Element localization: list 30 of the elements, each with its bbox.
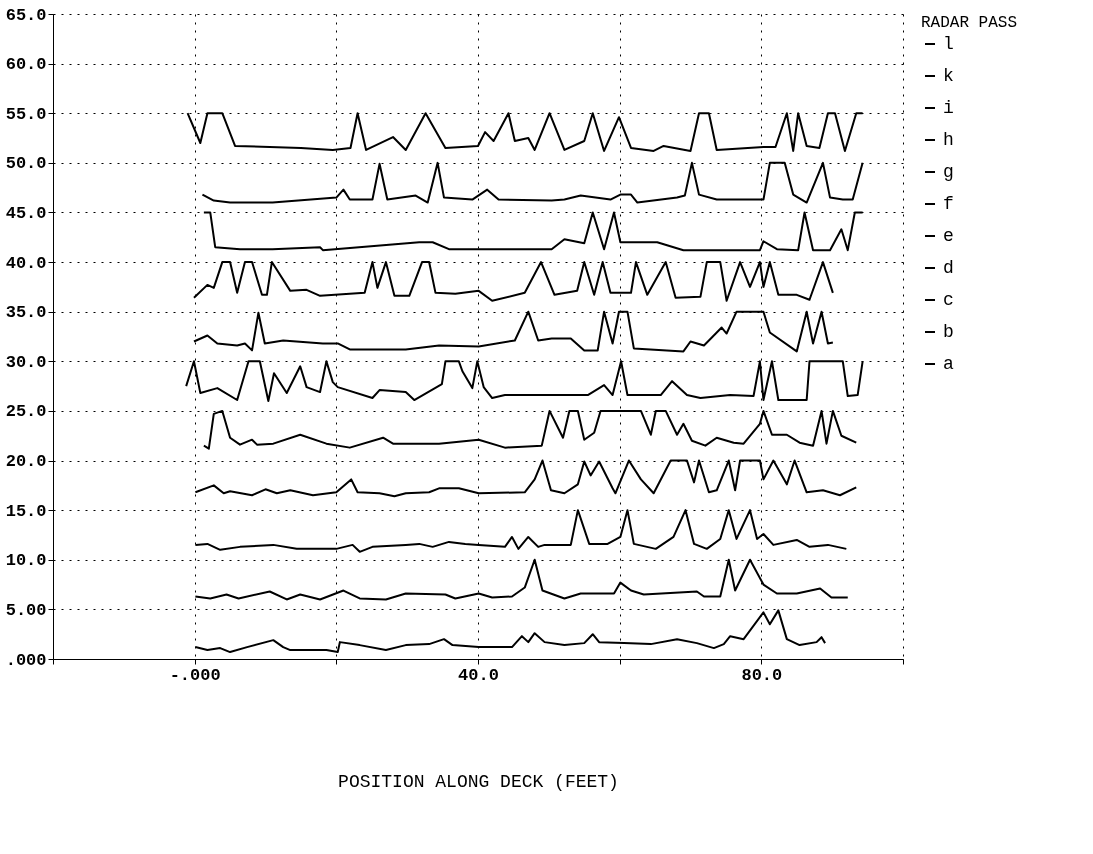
legend-label: e bbox=[943, 226, 954, 246]
y-tick-label: 5.00 bbox=[5, 600, 47, 620]
legend-label: l bbox=[943, 34, 954, 54]
legend-title: RADAR PASS bbox=[921, 14, 1018, 32]
legend-label: f bbox=[943, 194, 954, 214]
y-tick-label: 25.0 bbox=[5, 402, 47, 422]
x-tick-label: 80.0 bbox=[741, 665, 783, 685]
y-tick-label: 50.0 bbox=[5, 154, 47, 174]
y-tick-label: 30.0 bbox=[5, 352, 47, 372]
legend-label: g bbox=[943, 162, 954, 182]
y-tick-label: .000 bbox=[5, 650, 47, 670]
y-tick-label: 65.0 bbox=[5, 5, 47, 25]
legend-label: a bbox=[943, 354, 954, 374]
legend-label: k bbox=[943, 66, 954, 86]
y-tick-label: 60.0 bbox=[5, 55, 47, 75]
legend-label: d bbox=[943, 258, 954, 278]
y-tick-label: 10.0 bbox=[5, 551, 47, 571]
x-tick-label: -.000 bbox=[169, 665, 221, 685]
x-tick-label: 40.0 bbox=[458, 665, 499, 685]
y-tick-label: 20.0 bbox=[5, 452, 47, 472]
legend-label: b bbox=[943, 322, 954, 342]
y-tick-label: 55.0 bbox=[5, 104, 47, 124]
legend-label: i bbox=[943, 98, 954, 118]
y-tick-label: 15.0 bbox=[5, 501, 47, 521]
y-tick-label: 35.0 bbox=[5, 303, 47, 323]
legend-label: c bbox=[943, 290, 954, 310]
y-tick-label: 45.0 bbox=[5, 203, 47, 223]
x-axis-title: POSITION ALONG DECK (FEET) bbox=[338, 771, 619, 792]
legend-label: h bbox=[943, 130, 954, 150]
y-tick-label: 40.0 bbox=[5, 253, 47, 273]
